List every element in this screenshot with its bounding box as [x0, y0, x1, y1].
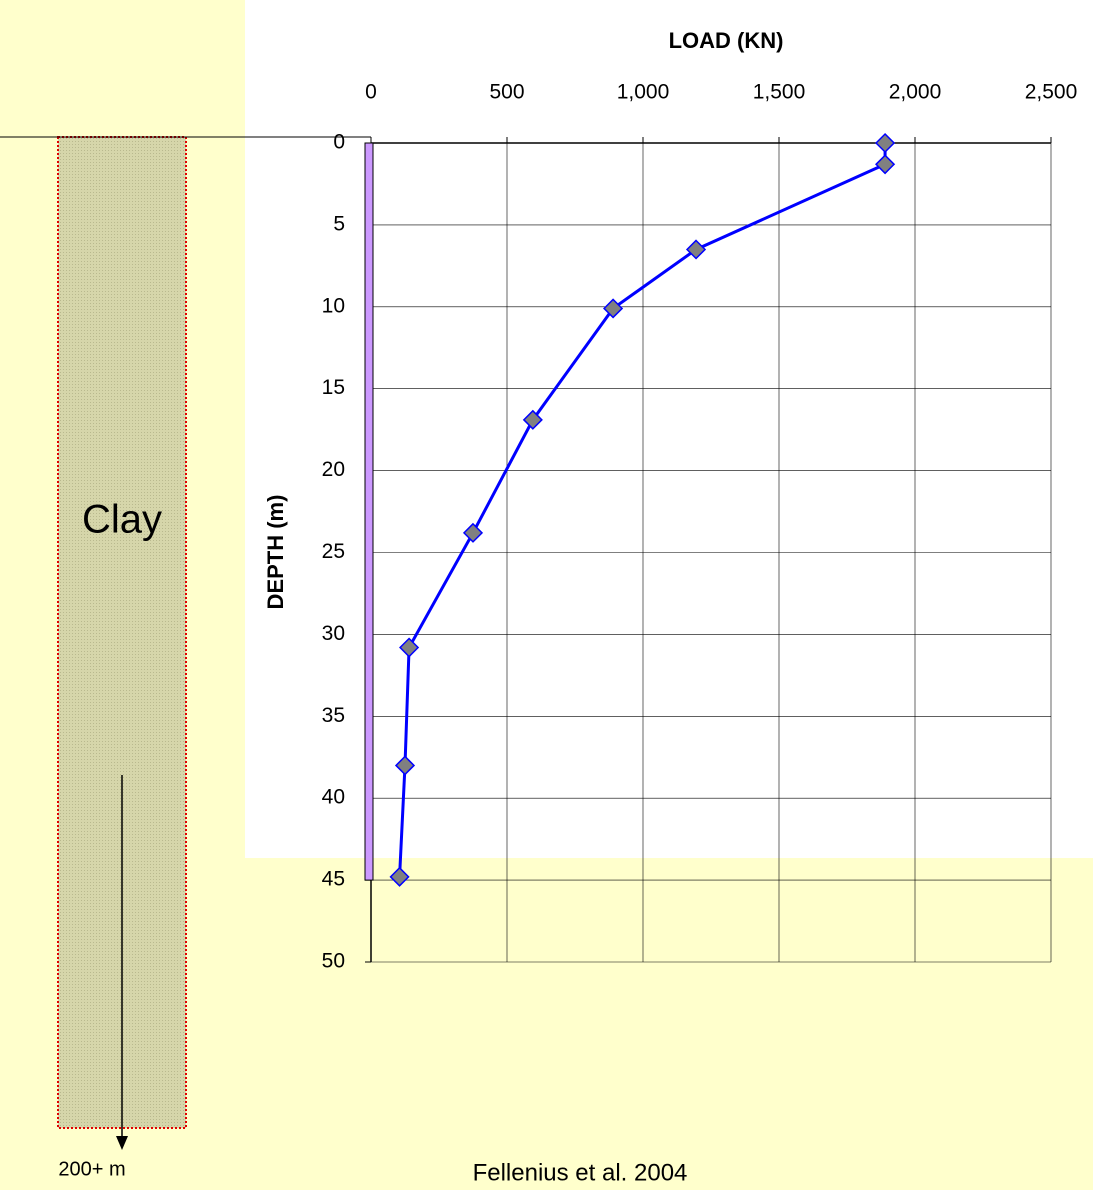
- data-point: [394, 755, 416, 776]
- y-tick-label: 35: [322, 704, 345, 727]
- source: Fellenius et al. 2004: [473, 1159, 688, 1186]
- data-point: [389, 866, 410, 887]
- soil-depth-label: 200+ m: [58, 1158, 125, 1180]
- x-tick-label: 0: [365, 81, 377, 104]
- y-tick-label: 25: [322, 540, 345, 563]
- data-point: [462, 522, 484, 543]
- y-tick-label: 30: [322, 622, 345, 645]
- y-tick-label: 0: [333, 131, 345, 154]
- x-tick-label: 2,000: [889, 81, 942, 104]
- x-tick-label: 1,500: [753, 81, 806, 104]
- y-tick-label: 10: [322, 294, 345, 317]
- y-axis-label: DEPTH (m): [263, 495, 288, 610]
- y-tick-label: 15: [322, 376, 345, 399]
- x-axis-label: LOAD (KN): [669, 28, 784, 53]
- x-tick-label: 500: [489, 81, 524, 104]
- plot: 0 500 1,000 1,500 2,000 2,500 0 5 10 15 20 25 30 35 40…: [322, 81, 1078, 973]
- y-tick-label: 5: [333, 212, 345, 235]
- y-tick-label: 50: [322, 950, 345, 973]
- y-tick-label: 20: [322, 458, 345, 481]
- data-point: [399, 637, 420, 658]
- x-tick-label: 1,000: [617, 81, 670, 104]
- data-point: [685, 239, 707, 260]
- x-tick-label: 2,500: [1025, 81, 1078, 104]
- arrow-head: [116, 1136, 128, 1150]
- pile: [364, 142, 374, 881]
- data-point: [875, 132, 896, 154]
- data-point: [875, 154, 896, 175]
- y-tick-label: 40: [322, 786, 345, 809]
- y-tick-label: 45: [322, 868, 345, 891]
- data-point: [522, 409, 543, 430]
- data-point: [603, 298, 624, 319]
- soil-label: Clay: [82, 498, 162, 542]
